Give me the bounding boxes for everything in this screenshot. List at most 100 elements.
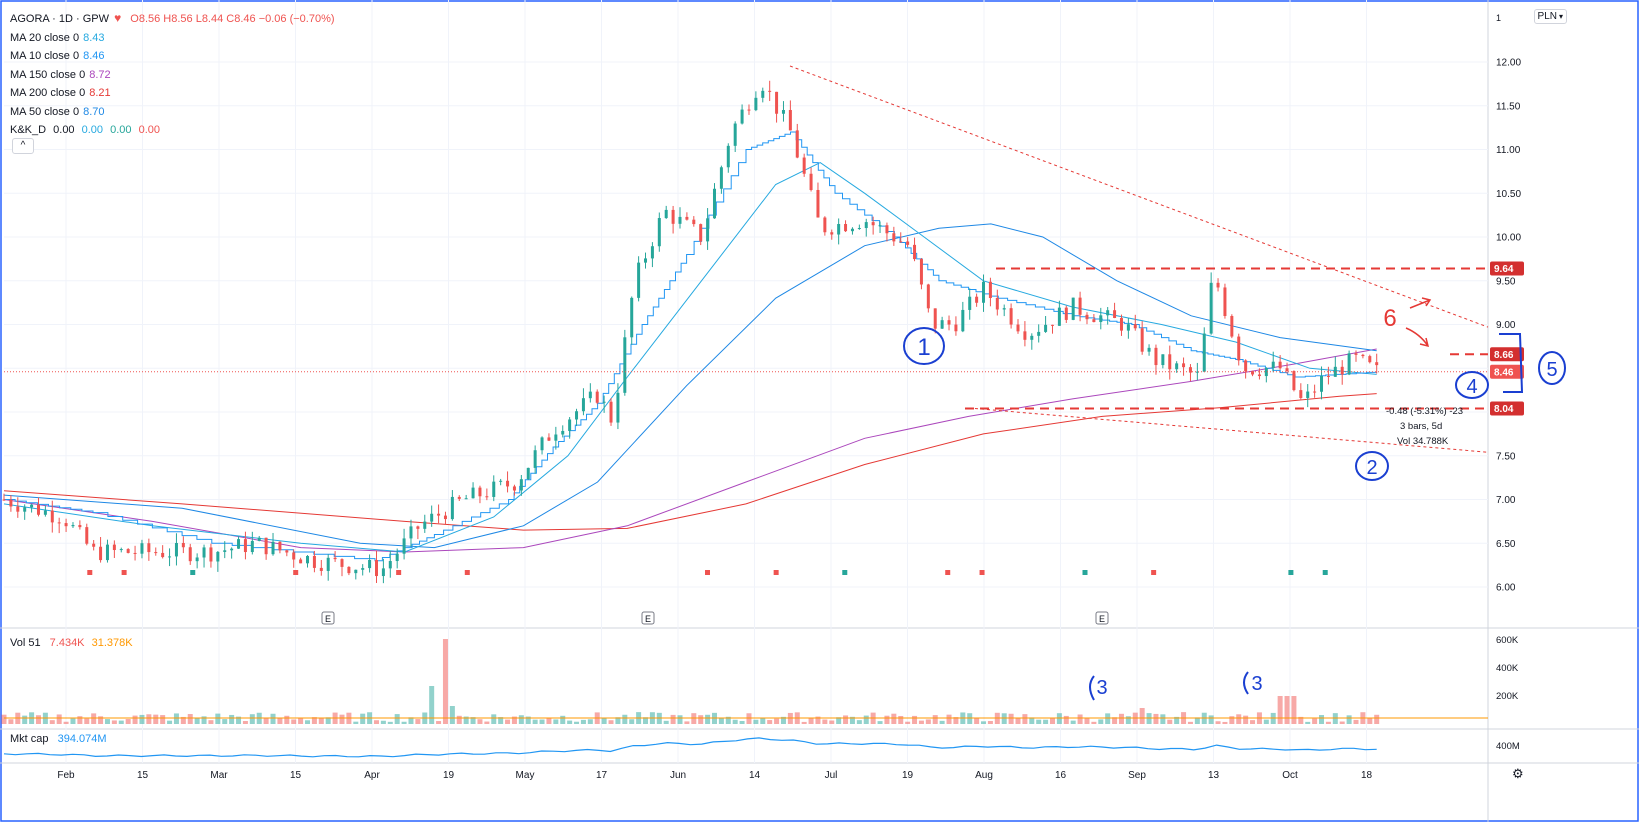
candle-body: [650, 246, 654, 259]
ohlc-values: O8.56 H8.56 L8.44 C8.46 −0.06 (−0.70%): [130, 13, 335, 25]
legend-ma50[interactable]: MA 50 close 0 8.70: [10, 105, 105, 118]
candle-body: [740, 109, 744, 124]
volume-bar: [491, 714, 497, 724]
x-tick-label: Sep: [1128, 770, 1146, 781]
x-tick-label: Aug: [975, 770, 993, 781]
ma10-line: [4, 131, 1377, 562]
volume-bar: [1022, 714, 1028, 724]
candle-body: [492, 481, 496, 497]
candle-body: [864, 222, 868, 229]
candle-body: [1251, 371, 1255, 375]
candle-body: [637, 262, 641, 298]
volume-bar: [1291, 696, 1297, 724]
gear-icon[interactable]: ⚙: [1512, 766, 1524, 781]
volume-bar: [567, 720, 573, 724]
volume-bar: [891, 713, 897, 724]
volume-bar: [918, 720, 924, 724]
legend-kk[interactable]: K&K_D 0.00 0.00 0.00 0.00: [10, 124, 161, 136]
volume-bar: [236, 716, 242, 724]
x-tick-label: May: [516, 770, 535, 781]
volume-bar: [373, 720, 379, 724]
price-label: 8.66: [1494, 350, 1514, 361]
annotation-arrow: [1409, 297, 1432, 309]
candle-body: [781, 110, 785, 114]
volume-bar: [353, 721, 359, 724]
volume-pane-title: Vol 51 7.434K 31.378K: [10, 637, 133, 649]
candle-body: [1292, 371, 1296, 391]
volume-bar: [173, 713, 179, 724]
candle-body: [430, 513, 434, 522]
legend-ma150[interactable]: MA 150 close 0 8.72: [10, 68, 111, 81]
candle-body: [726, 145, 730, 168]
candle-body: [768, 90, 772, 92]
volume-bar: [311, 717, 317, 724]
candle-body: [92, 543, 96, 547]
candle-body: [154, 552, 158, 554]
candle-body: [954, 324, 958, 332]
volume-bar: [1063, 715, 1069, 724]
candle-body: [595, 391, 599, 403]
volume-bar: [560, 715, 566, 724]
volume-bar: [732, 719, 738, 724]
volume-bar: [1036, 719, 1042, 724]
currency-button[interactable]: PLN ▾: [1533, 9, 1567, 24]
candle-body: [57, 522, 61, 524]
y-tick-label: 9.00: [1496, 320, 1516, 331]
volume-bar: [277, 717, 283, 724]
x-tick-label: 15: [137, 770, 149, 781]
symbol-label[interactable]: AGORA · 1D · GPW: [10, 13, 110, 25]
candle-body: [1209, 282, 1213, 334]
candle-body: [333, 557, 337, 560]
candle-body: [878, 225, 882, 227]
volume-bar: [470, 717, 476, 724]
volume-bar: [298, 717, 304, 724]
legend-ma10[interactable]: MA 10 close 0 8.46: [10, 50, 105, 62]
candle-body: [43, 510, 47, 515]
y-tick-label: 11.50: [1496, 101, 1521, 112]
candle-body: [209, 547, 213, 562]
x-tick-label: Jul: [825, 770, 838, 781]
legend-ma20[interactable]: MA 20 close 0 8.43: [10, 31, 105, 44]
volume-tick-label: 400K: [1496, 663, 1519, 674]
candle-body: [712, 188, 716, 219]
volume-bar: [836, 717, 842, 724]
annotation-1: 1: [917, 334, 930, 361]
candle-body: [961, 309, 965, 332]
volume-bar: [1374, 714, 1380, 724]
legend-ma200[interactable]: MA 200 close 0 8.21: [10, 87, 111, 99]
volume-bar: [1125, 716, 1131, 724]
candle-body: [326, 557, 330, 571]
heart-icon[interactable]: ♥: [114, 11, 122, 25]
volume-bar: [1187, 721, 1193, 724]
volume-bar: [753, 719, 759, 724]
volume-bar: [580, 719, 586, 724]
volume-bar: [56, 714, 62, 724]
candle-body: [202, 547, 206, 558]
candle-body: [554, 434, 558, 441]
candle-body: [533, 450, 537, 468]
candle-body: [809, 173, 813, 190]
candle-body: [747, 109, 751, 111]
candle-body: [1188, 367, 1192, 373]
collapse-legend-button[interactable]: ^: [12, 138, 34, 154]
volume-bar: [22, 715, 28, 724]
volume-bar: [1118, 713, 1124, 724]
volume-bar: [84, 718, 90, 724]
candle-body: [988, 281, 992, 299]
candle-body: [1271, 361, 1275, 369]
volume-bar: [270, 713, 276, 724]
volume-bar: [187, 714, 193, 724]
x-tick-label: 13: [1208, 770, 1220, 781]
volume-bar: [925, 719, 931, 724]
candle-body: [312, 555, 316, 568]
candle-body: [1099, 315, 1103, 323]
candle-body: [630, 297, 634, 338]
candle-body: [1264, 368, 1268, 377]
volume-bar: [1319, 715, 1325, 724]
volume-bar: [208, 720, 214, 724]
mktcap-tick-label: 400M: [1496, 741, 1520, 752]
signal-marker: [1288, 570, 1294, 575]
candle-body: [1195, 371, 1199, 373]
